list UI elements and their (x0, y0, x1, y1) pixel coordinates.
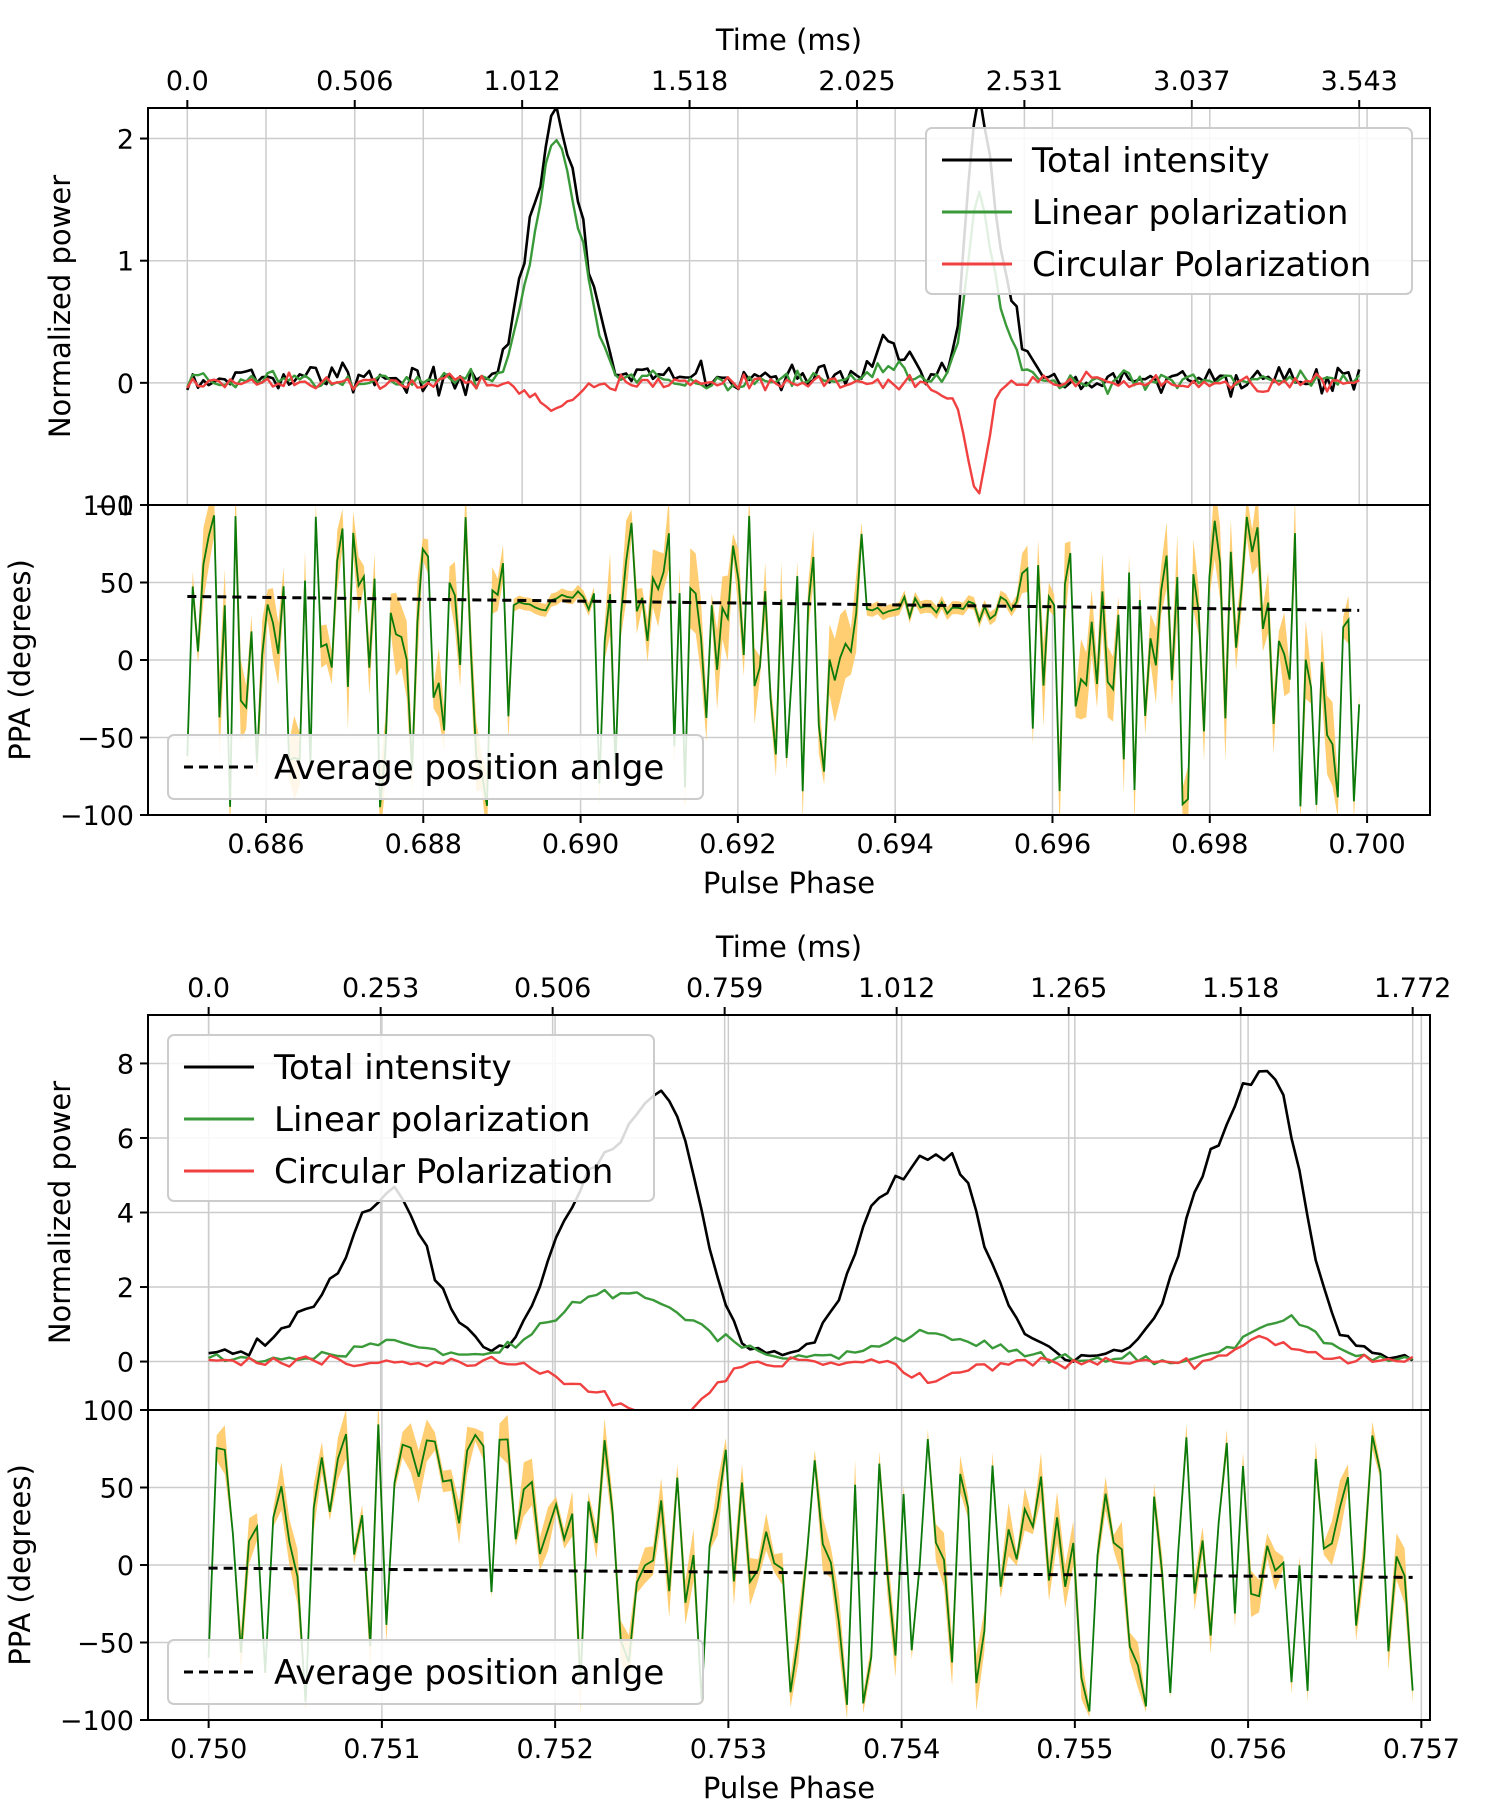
legend-label-total: Total intensity (1031, 141, 1270, 181)
legend-label-circular: Circular Polarization (274, 1152, 613, 1192)
average-position-angle-line (187, 594, 1360, 612)
y-tick-label: 8 (117, 1049, 134, 1080)
time-tick-label: 0.0 (166, 66, 209, 97)
time-tick-label: 3.037 (1153, 66, 1230, 97)
y-tick-label: 6 (117, 1124, 134, 1155)
intensity-legend: Total intensity Linear polarization Circul… (925, 127, 1413, 295)
ppa-y-tick-label: 100 (82, 1396, 134, 1427)
axes: 0.750 0.751 0.752 0.753 0.754 0.755 0.756 0.757… (3, 930, 1460, 1800)
intensity-series (186, 108, 1361, 495)
ppa-line (207, 1424, 1414, 1712)
legend-label-linear: Linear polarization (274, 1100, 590, 1140)
y-tick-label: 4 (117, 1199, 134, 1230)
time-tick-label: 3.543 (1321, 66, 1398, 97)
legend-label-circular: Circular Polarization (1032, 245, 1371, 285)
legend-box (167, 1034, 655, 1202)
time-tick-label: 0.759 (686, 973, 763, 1004)
series-linear (208, 1288, 1414, 1366)
ppa-legend-box (167, 734, 704, 800)
x-tick-label: 0.755 (1036, 1734, 1113, 1765)
x-tick-label: 0.690 (542, 829, 619, 860)
ppa-legend: Average position anlge (167, 734, 704, 800)
x-tick-label: 0.698 (1171, 829, 1248, 860)
legend-label-total: Total intensity (273, 1048, 512, 1088)
x-tick-label: 0.688 (385, 829, 462, 860)
ppa-series (207, 1410, 1414, 1720)
x-axis-label: Pulse Phase (703, 1771, 875, 1800)
ppa-y-tick-label: 50 (100, 1474, 134, 1505)
ppa-y-tick-label: −50 (77, 724, 134, 755)
x-tick-label: 0.686 (227, 829, 304, 860)
ppa-legend: Average position anlge (167, 1639, 704, 1705)
y-tick-label: 2 (117, 125, 134, 156)
y-tick-label: 0 (117, 1348, 134, 1379)
intensity-legend: Total intensity Linear polarization Circul… (167, 1034, 655, 1202)
x-tick-label: 0.756 (1209, 1734, 1286, 1765)
time-tick-label: 1.772 (1374, 973, 1451, 1004)
ppa-axis-label: PPA (degrees) (3, 559, 37, 761)
ppa-uncertainty-band (187, 505, 1360, 815)
ppa-y-tick-label: 100 (82, 491, 134, 522)
time-tick-label: 0.506 (316, 66, 393, 97)
ppa-y-tick-label: −50 (77, 1629, 134, 1660)
time-axis-label: Time (ms) (715, 930, 862, 964)
x-tick-label: 0.750 (170, 1734, 247, 1765)
time-axis-label: Time (ms) (715, 23, 862, 57)
series-total (208, 1069, 1414, 1363)
time-tick-label: 2.531 (986, 66, 1063, 97)
x-tick-label: 0.751 (343, 1734, 420, 1765)
x-tick-label: 0.752 (516, 1734, 593, 1765)
legend-label-linear: Linear polarization (1032, 193, 1348, 233)
x-tick-label: 0.753 (690, 1734, 767, 1765)
x-tick-label: 0.757 (1383, 1734, 1460, 1765)
time-tick-label: 0.253 (342, 973, 419, 1004)
ppa-y-tick-label: 0 (117, 646, 134, 677)
axes: 0.686 0.688 0.690 0.692 0.694 0.696 0.698 0.700… (3, 23, 1406, 900)
chart-bottom: 0.750 0.751 0.752 0.753 0.754 0.755 0.756 0.757… (3, 930, 1460, 1800)
x-tick-label: 0.754 (863, 1734, 940, 1765)
ppa-y-tick-label: 0 (117, 1551, 134, 1582)
time-tick-label: 2.025 (818, 66, 895, 97)
x-axis-label: Pulse Phase (703, 866, 875, 900)
time-tick-label: 1.518 (1202, 973, 1279, 1004)
x-tick-label: 0.696 (1014, 829, 1091, 860)
ppa-legend-label: Average position anlge (274, 748, 664, 788)
x-tick-label: 0.692 (699, 829, 776, 860)
ppa-y-tick-label: −100 (60, 801, 134, 832)
ppa-legend-label: Average position anlge (274, 1653, 664, 1693)
series-circular (186, 370, 1360, 495)
y-tick-label: 2 (117, 1273, 134, 1304)
time-tick-label: 0.506 (514, 973, 591, 1004)
average-position-angle-line (208, 1566, 1413, 1579)
y-tick-label: 0 (117, 369, 134, 400)
x-tick-label: 0.694 (857, 829, 934, 860)
y-tick-label: 1 (117, 247, 134, 278)
time-tick-label: 0.0 (187, 973, 230, 1004)
chart-top: 0.686 0.688 0.690 0.692 0.694 0.696 0.698 0.700… (3, 23, 1431, 900)
time-tick-label: 1.265 (1030, 973, 1107, 1004)
time-tick-label: 1.012 (484, 66, 561, 97)
legend-box (925, 127, 1413, 295)
y-tick-label: −1 (94, 491, 134, 522)
intensity-series (208, 1069, 1414, 1410)
x-tick-label: 0.700 (1328, 829, 1405, 860)
time-tick-label: 1.012 (858, 973, 935, 1004)
time-tick-label: 1.518 (651, 66, 728, 97)
ppa-y-tick-label: −100 (60, 1706, 134, 1737)
series-circular (208, 1334, 1414, 1410)
ppa-legend-box (167, 1639, 704, 1705)
y-axis-label: Normalized power (43, 1081, 77, 1344)
y-axis-label: Normalized power (43, 175, 77, 438)
ppa-axis-label: PPA (degrees) (3, 1464, 37, 1666)
ppa-y-tick-label: 50 (100, 569, 134, 600)
